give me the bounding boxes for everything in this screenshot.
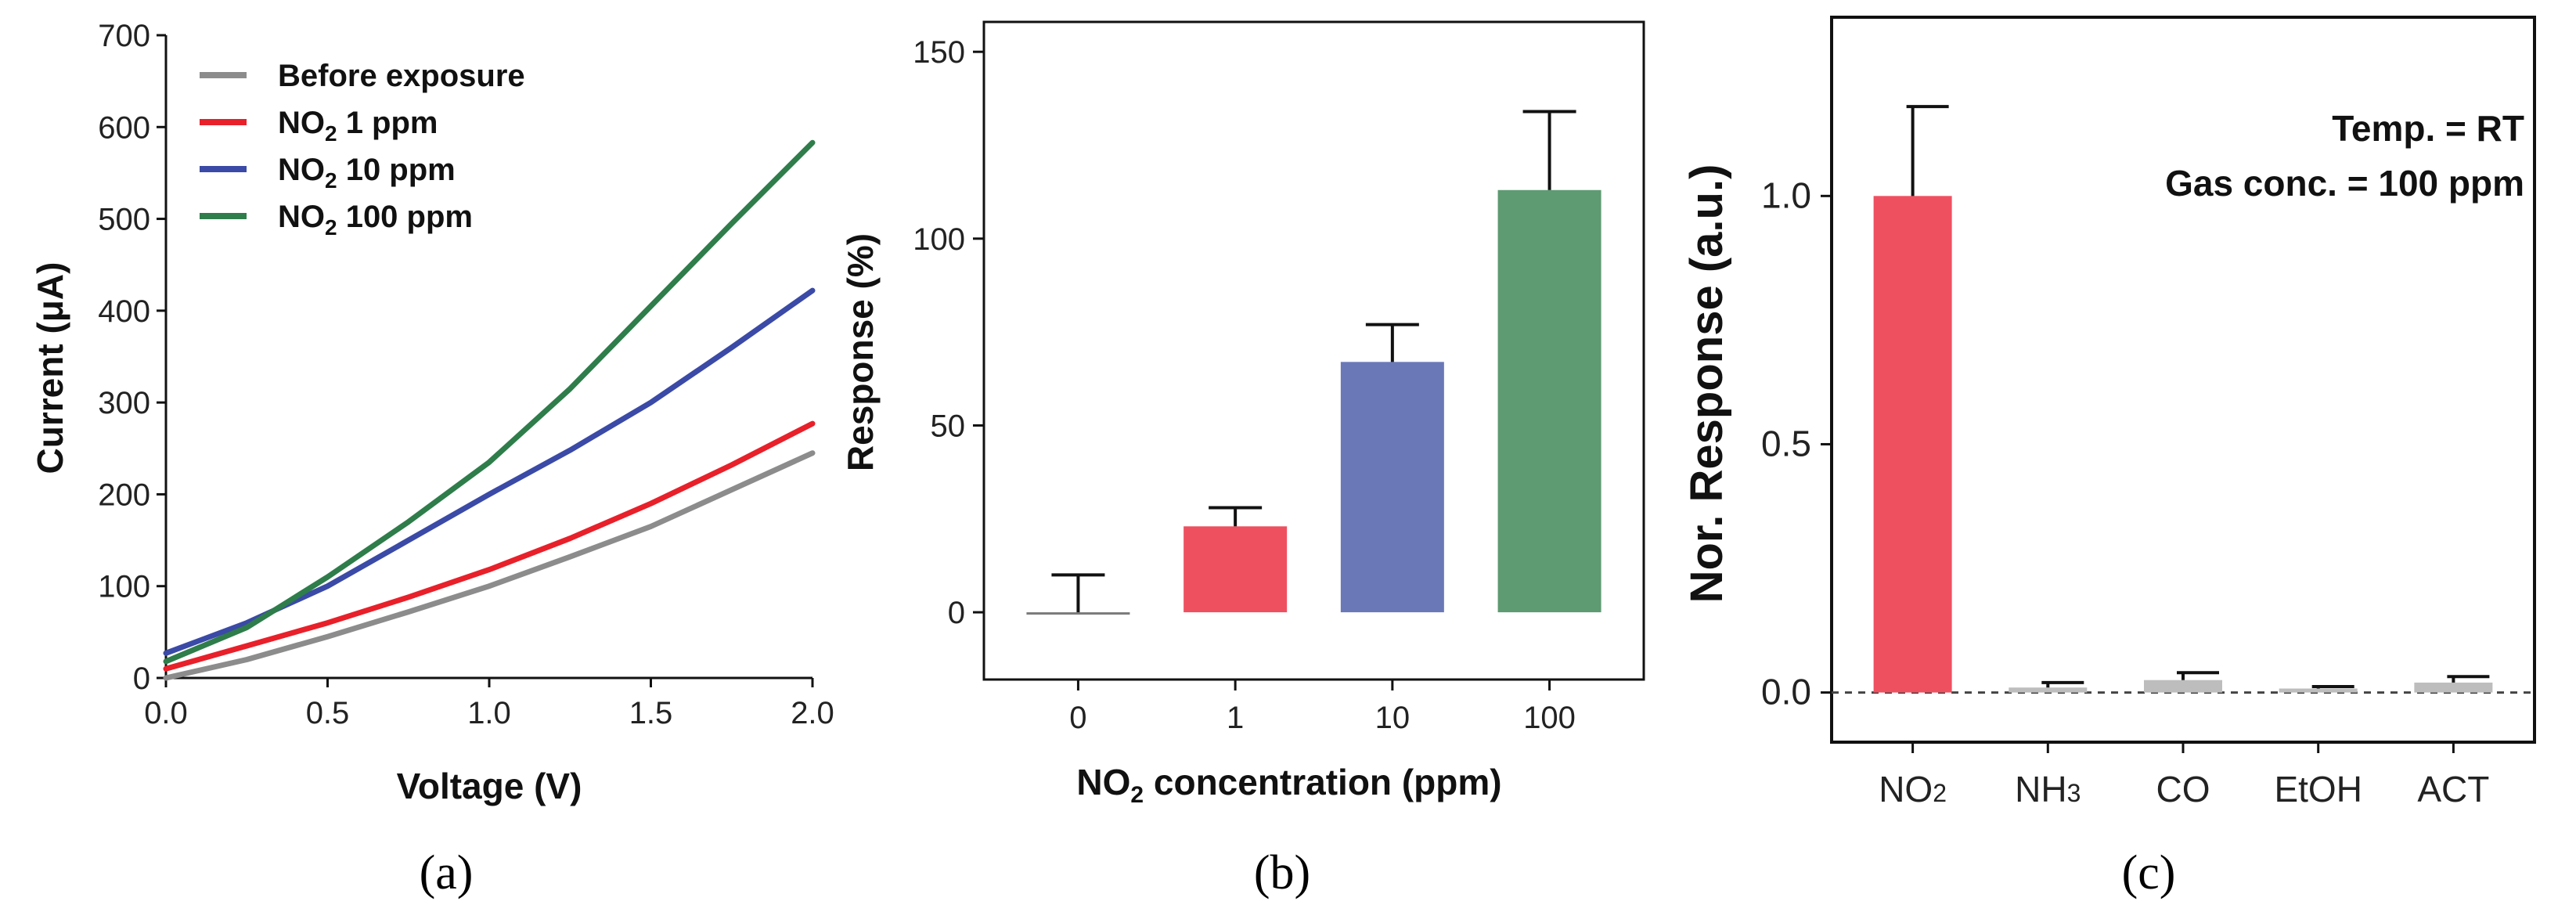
chart-a-legend-label: NO2 100 ppm <box>278 200 473 240</box>
chart-c-y-tick-label: 1.0 <box>1761 175 1811 215</box>
chart-b-y-tick-label: 150 <box>913 35 965 70</box>
panel-label-b: (b) <box>1254 846 1310 900</box>
chart-c-x-tick-label: CO <box>2156 769 2210 809</box>
chart-c-x-tick-label-base: CO <box>2156 769 2210 809</box>
chart-c-bar <box>1873 196 1952 693</box>
chart-a-x-tick-label: 0.0 <box>144 696 188 730</box>
chart-a-legend-label-sub: 2 <box>325 121 337 146</box>
chart-a-legend-label-base: NO <box>278 200 325 234</box>
chart-a-x-tick-label: 1.5 <box>629 696 673 730</box>
chart-c-bar <box>2009 687 2088 693</box>
chart-b-bar <box>1340 362 1444 613</box>
chart-a-x-tick-label: 2.0 <box>791 696 834 730</box>
chart-b-xlabel-base: NO <box>1076 762 1130 802</box>
chart-b-xlabel: NO2 concentration (ppm) <box>1076 762 1501 808</box>
chart-a-xlabel: Voltage (V) <box>397 766 582 806</box>
chart-b-xlabel-rest: concentration (ppm) <box>1144 762 1501 802</box>
chart-b-frame <box>982 20 1645 681</box>
chart-a-y-tick-label: 300 <box>98 386 150 420</box>
chart-b-x-tick-label: 100 <box>1523 701 1576 735</box>
chart-a-y-tick-label: 600 <box>98 110 150 145</box>
chart-b-x-tick-label: 10 <box>1375 701 1410 735</box>
chart-b-y-tick-label: 100 <box>913 222 965 257</box>
chart-b-xlabel-sub: 2 <box>1130 782 1144 808</box>
chart-b-x-tick-label: 1 <box>1227 701 1244 735</box>
chart-a-ylabel: Current (μA) <box>30 262 70 474</box>
chart-b: 0 50 100 150 0 1 10 100 <box>913 20 1645 735</box>
chart-b-bar <box>1497 189 1601 613</box>
chart-c-annotation-temp: Temp. = RT <box>2332 108 2524 149</box>
chart-c-bar <box>2279 688 2358 693</box>
chart-a-legend-label: Before exposure <box>278 59 525 93</box>
chart-a-x-tick-label: 0.5 <box>306 696 350 730</box>
chart-c-ylabel: Nor. Response (a.u.) <box>1681 164 1732 604</box>
chart-a-legend-label: NO2 1 ppm <box>278 106 438 146</box>
chart-c-bar <box>2414 682 2493 693</box>
chart-c-x-tick-label: ACT <box>2417 769 2489 809</box>
chart-b-bar <box>1026 612 1130 615</box>
chart-a-y-tick-label: 200 <box>98 478 150 512</box>
chart-b-ylabel: Response (%) <box>840 233 881 471</box>
chart-c: 0.0 0.5 1.0 NO2 NH3 CO EtOH ACT <box>1761 16 2536 809</box>
chart-a-y-tick-label: 400 <box>98 294 150 329</box>
chart-c-x-tick-label: NO2 <box>1879 769 1947 809</box>
chart-a-y-tick-label: 100 <box>98 570 150 604</box>
chart-a-legend-label-base: NO <box>278 153 325 187</box>
chart-a-legend-label-rest: 1 ppm <box>337 106 438 140</box>
chart-a-legend-label-base: NO <box>278 106 325 140</box>
chart-c-y-tick-label: 0.0 <box>1761 672 1811 712</box>
chart-a-series-line <box>163 420 816 672</box>
chart-b-y-tick-label: 50 <box>931 409 966 443</box>
chart-c-x-tick-label-base: ACT <box>2417 769 2489 809</box>
chart-a-y-tick-label: 0 <box>133 662 150 696</box>
chart-b-x-tick-label: 0 <box>1069 701 1086 735</box>
chart-c-annotation-conc: Gas conc. = 100 ppm <box>2165 163 2524 204</box>
chart-a-series-line <box>163 450 816 681</box>
chart-c-x-tick-label: EtOH <box>2274 769 2362 809</box>
chart-a-y-tick-label: 700 <box>98 19 150 53</box>
chart-c-y-tick-label: 0.5 <box>1761 423 1811 463</box>
chart-b-bar <box>1184 526 1288 613</box>
panel-label-a: (a) <box>420 846 474 900</box>
panel-label-c: (c) <box>2122 846 2176 900</box>
chart-c-x-tick-label-sub: 2 <box>1933 779 1947 807</box>
chart-c-x-tick-label-base: EtOH <box>2274 769 2362 809</box>
chart-b-y-tick-label: 0 <box>948 596 965 630</box>
chart-c-x-tick-label-base: NO <box>1879 769 1933 809</box>
chart-a: 0 100 200 300 400 500 600 700 0.0 0.5 1.0 1.5 2.0 Bef… <box>98 19 834 730</box>
chart-a-legend-label-sub: 2 <box>325 168 337 193</box>
chart-c-x-tick-label-sub: 3 <box>2067 779 2081 807</box>
chart-a-x-tick-label: 1.0 <box>467 696 511 730</box>
chart-a-legend-label-sub: 2 <box>325 215 337 240</box>
chart-a-legend-label-rest: 10 ppm <box>337 153 456 187</box>
chart-c-bar <box>2144 680 2222 693</box>
chart-c-x-tick-label: NH3 <box>2015 769 2081 809</box>
chart-a-y-tick-label: 500 <box>98 203 150 237</box>
chart-a-legend-label-rest: 100 ppm <box>337 200 473 234</box>
chart-c-x-tick-label-base: NH <box>2015 769 2066 809</box>
chart-a-series-line <box>163 139 816 665</box>
chart-a-legend-label: NO2 10 ppm <box>278 153 456 193</box>
